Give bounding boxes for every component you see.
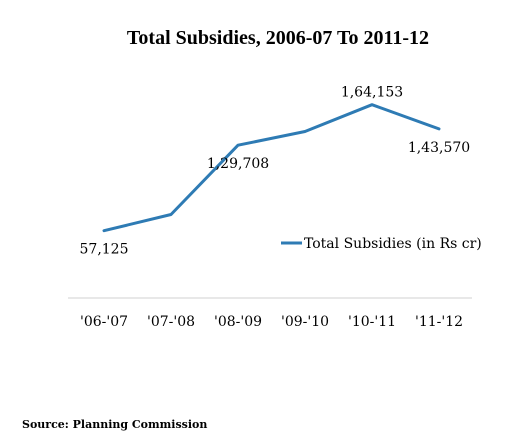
data-label: 1,43,570 [408,140,470,156]
x-tick-label: '11-'12 [415,314,463,330]
legend: Total Subsidies (in Rs cr) [281,236,482,252]
legend-label: Total Subsidies (in Rs cr) [304,236,482,252]
data-label: 57,125 [80,242,129,258]
x-tick-label: '09-'10 [281,314,329,330]
chart-title: Total Subsidies, 2006-07 To 2011-12 [127,27,429,49]
x-tick-label: '08-'09 [214,314,262,330]
x-tick-label: '10-'11 [348,314,396,330]
source-note: Source: Planning Commission [22,418,207,431]
data-label: 1,64,153 [341,85,403,101]
data-labels: 57,125 1,29,708 1,64,153 1,43,570 [80,85,471,258]
series-line [102,103,441,233]
data-label: 1,29,708 [207,156,269,172]
x-tick-label: '06-'07 [80,314,128,330]
x-axis-tick-labels: '06-'07 '07-'08 '08-'09 '09-'10 '10-'11 '11-'… [80,314,463,330]
x-tick-label: '07-'08 [147,314,195,330]
